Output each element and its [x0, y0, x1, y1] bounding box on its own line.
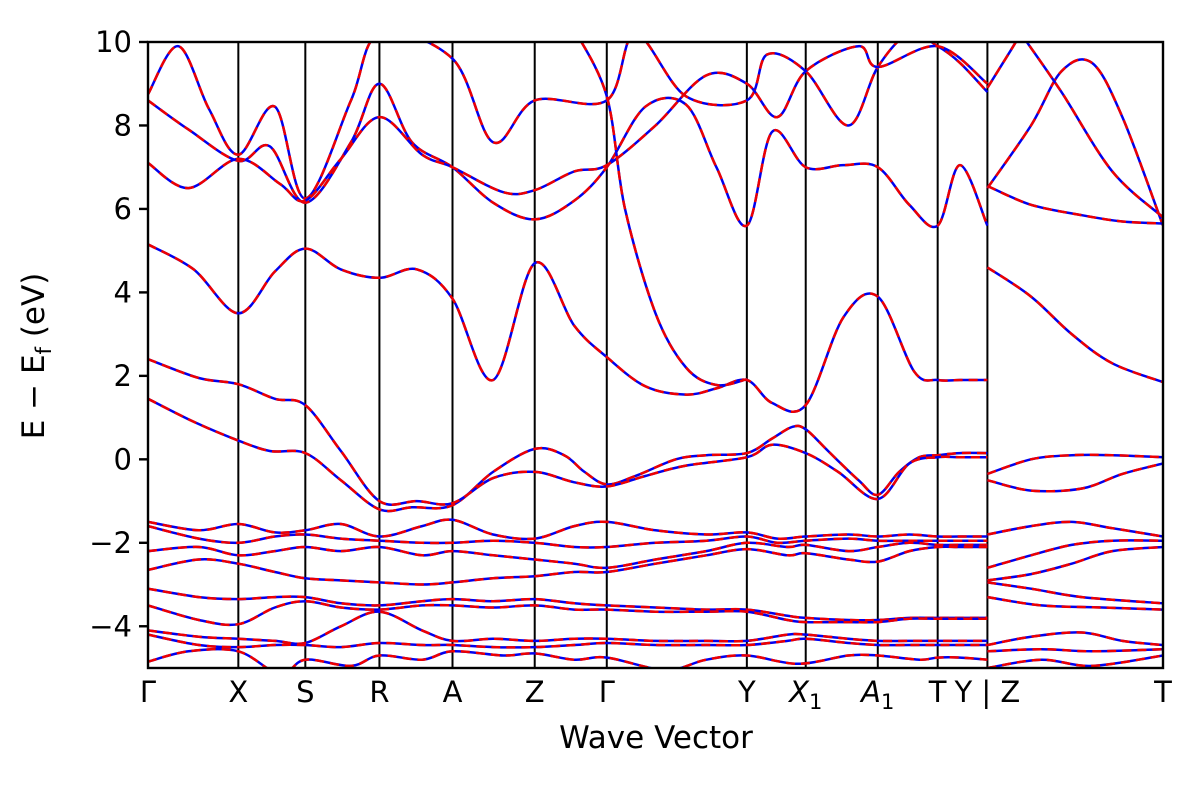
x-tick-label: R — [369, 675, 389, 709]
x-tick-label: Γ — [140, 675, 156, 709]
band-curve-band-set-comparison — [579, 42, 748, 387]
band-curve-band-set-comparison — [148, 599, 988, 627]
band-curve-band-set-comparison — [986, 266, 1163, 384]
band-curve-band-set-comparison — [987, 520, 1163, 538]
band-curve-band-set-reference — [987, 581, 1163, 605]
band-curve-band-set-comparison — [1025, 42, 1163, 219]
band-curve-band-set-comparison — [148, 44, 989, 203]
band-curve-band-set-reference — [579, 42, 748, 387]
band-curve-band-set-comparison — [148, 518, 988, 541]
band-curve-band-set-comparison — [148, 633, 988, 649]
band-curve-band-set-reference — [148, 44, 989, 203]
y-tick-label: 10 — [95, 25, 132, 59]
band-curve-band-set-comparison — [148, 610, 988, 646]
x-tick-label: Z — [525, 675, 545, 709]
x-tick-label: Y | Z — [954, 675, 1021, 709]
y-tick-label: −2 — [89, 526, 132, 560]
band-curve-band-set-reference — [987, 647, 1163, 653]
x-tick-label: A — [443, 675, 463, 709]
band-curve-band-set-comparison — [987, 654, 1163, 668]
band-curve-band-set-comparison — [987, 539, 1163, 570]
band-curve-band-set-comparison — [148, 647, 988, 668]
y-axis-label-prefix: E − E — [15, 354, 52, 440]
y-tick-label: 4 — [114, 275, 132, 309]
band-curve-band-set-comparison — [986, 184, 1163, 225]
x-tick-label: Γ — [599, 675, 615, 709]
band-curve-band-set-reference — [148, 243, 988, 414]
x-tick-label: T — [928, 675, 947, 709]
band-curve-band-set-reference — [986, 42, 1018, 89]
y-tick-label: 0 — [114, 442, 132, 476]
y-tick-label: −4 — [89, 609, 132, 643]
band-curve-band-set-comparison — [148, 397, 988, 513]
band-curve-band-set-comparison — [987, 581, 1163, 605]
x-tick-label: X — [228, 675, 248, 709]
band-curve-band-set-reference — [148, 397, 988, 513]
x-tick-label: X1 — [787, 675, 822, 714]
band-curve-band-set-reference — [148, 587, 988, 622]
band-curve-band-set-comparison — [148, 82, 989, 229]
band-curve-band-set-comparison — [986, 58, 1163, 227]
band-curve-band-set-reference — [986, 58, 1163, 227]
y-axis-label-suffix: (eV) — [15, 272, 52, 348]
band-curve-band-set-comparison — [148, 524, 988, 549]
x-tick-label: S — [296, 675, 314, 709]
x-tick-label: T — [1153, 675, 1172, 709]
y-tick-label: 2 — [114, 359, 132, 393]
y-tick-label: 8 — [114, 108, 132, 142]
x-tick-label: A1 — [859, 675, 894, 714]
band-curve-band-set-reference — [987, 545, 1163, 582]
band-curve-band-set-reference — [987, 595, 1163, 611]
plot-frame — [146, 40, 1165, 670]
band-curve-band-set-comparison — [148, 587, 988, 622]
band-curve-band-set-comparison — [148, 545, 988, 586]
band-curve-band-set-reference — [987, 520, 1163, 538]
x-axis-label: Wave Vector — [559, 720, 753, 756]
band-curve-band-set-reference — [148, 358, 988, 506]
band-curve-band-set-comparison — [987, 647, 1163, 653]
band-curve-band-set-comparison — [987, 453, 1163, 476]
band-curve-band-set-comparison — [987, 462, 1163, 493]
band-curve-band-set-comparison — [987, 631, 1163, 647]
band-curve-band-set-comparison — [148, 243, 988, 414]
band-curve-band-set-reference — [987, 654, 1163, 668]
band-curve-band-set-comparison — [987, 545, 1163, 582]
band-curve-band-set-comparison — [987, 595, 1163, 611]
band-curve-band-set-comparison — [148, 541, 988, 570]
band-curve-band-set-reference — [986, 184, 1163, 225]
band-curves-group — [148, 42, 1163, 668]
band-curve-band-set-reference — [1025, 42, 1163, 219]
y-axis-label-subscript: f — [31, 347, 57, 355]
y-axis-label: E − Ef (eV) — [16, 273, 56, 440]
x-tick-label: Y — [737, 675, 756, 709]
band-curve-band-set-reference — [987, 462, 1163, 493]
y-tick-label: 6 — [114, 192, 132, 226]
band-curve-band-set-reference — [148, 647, 988, 668]
